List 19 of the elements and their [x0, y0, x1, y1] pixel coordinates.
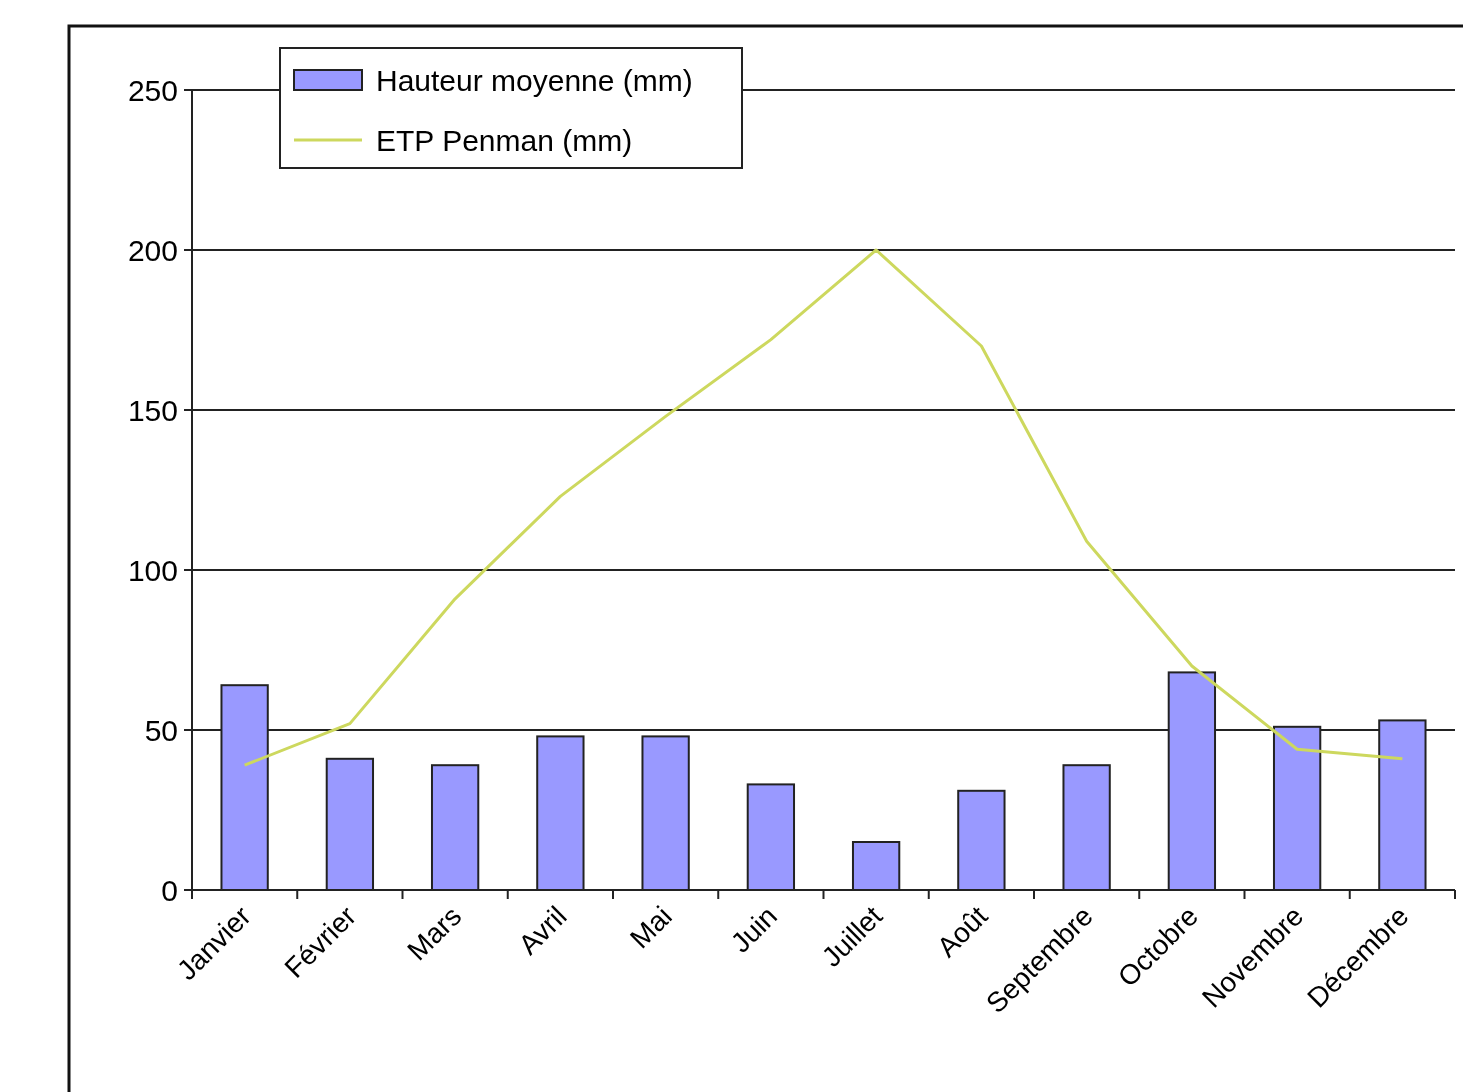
- x-tick-label: Juin: [724, 900, 784, 959]
- bar: [325, 757, 375, 891]
- bar: [746, 783, 796, 891]
- y-tick-label: 50: [144, 713, 178, 747]
- bar: [957, 789, 1006, 891]
- y-tick-label: 200: [127, 233, 178, 267]
- bar: [1062, 764, 1111, 891]
- y-tick-label: 0: [161, 873, 178, 907]
- bar: [851, 841, 901, 891]
- bar: [536, 735, 585, 891]
- y-tick-label: 250: [127, 73, 178, 107]
- line-series: [243, 248, 1404, 767]
- y-tick-label: 150: [127, 393, 178, 427]
- bar: [641, 735, 690, 891]
- x-tick-label: Mai: [624, 900, 678, 955]
- legend-label: Hauteur moyenne (mm): [376, 63, 693, 97]
- y-tick-label: 100: [127, 553, 178, 587]
- legend-label: ETP Penman (mm): [376, 123, 633, 157]
- bar: [430, 764, 480, 891]
